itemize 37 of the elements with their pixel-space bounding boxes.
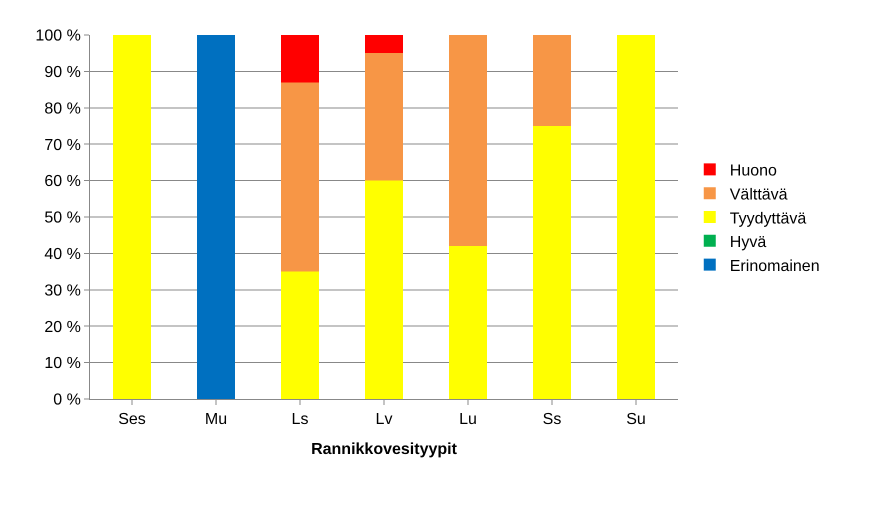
x-tick-label: Su xyxy=(626,411,646,428)
legend-label: Välttävä xyxy=(730,186,788,204)
x-tick-label: Ss xyxy=(542,411,562,428)
y-tick-label: 90 % xyxy=(44,64,81,81)
bar xyxy=(281,82,319,272)
bar xyxy=(449,35,487,246)
bar xyxy=(365,53,403,181)
bar xyxy=(197,35,235,399)
y-tick-label: 30 % xyxy=(44,282,81,300)
y-tick-label: 60 % xyxy=(44,173,81,190)
x-tick-label: Lu xyxy=(459,411,477,428)
bar xyxy=(533,126,571,399)
y-tick-label: 20 % xyxy=(44,318,81,336)
y-tick-label: 0 % xyxy=(53,392,81,409)
x-tick-label: Ls xyxy=(292,411,308,428)
legend-label: Erinomainen xyxy=(730,258,820,275)
y-tick-label: 10 % xyxy=(44,355,81,372)
bar xyxy=(449,246,487,399)
bar xyxy=(365,35,403,54)
legend-label: Huono xyxy=(730,162,778,180)
y-tick-label: 50 % xyxy=(44,210,81,227)
x-tick-label: Mu xyxy=(204,411,228,428)
bar xyxy=(281,35,319,82)
y-tick-label: 40 % xyxy=(44,246,81,263)
legend-label: Hyvä xyxy=(730,234,766,252)
bar xyxy=(281,272,319,399)
y-tick-label: 70 % xyxy=(44,136,81,154)
legend-label: Tyydyttävä xyxy=(730,210,806,228)
y-tick-label: 80 % xyxy=(44,100,81,118)
x-axis-title: Rannikkovesityypit xyxy=(311,440,458,458)
y-tick-label: 100 % xyxy=(35,28,81,45)
x-tick-label: Ses xyxy=(118,411,146,428)
bar xyxy=(533,35,571,126)
bar xyxy=(113,35,151,399)
bar xyxy=(617,35,655,399)
bar xyxy=(365,180,403,399)
x-tick-label: Lv xyxy=(376,411,392,428)
